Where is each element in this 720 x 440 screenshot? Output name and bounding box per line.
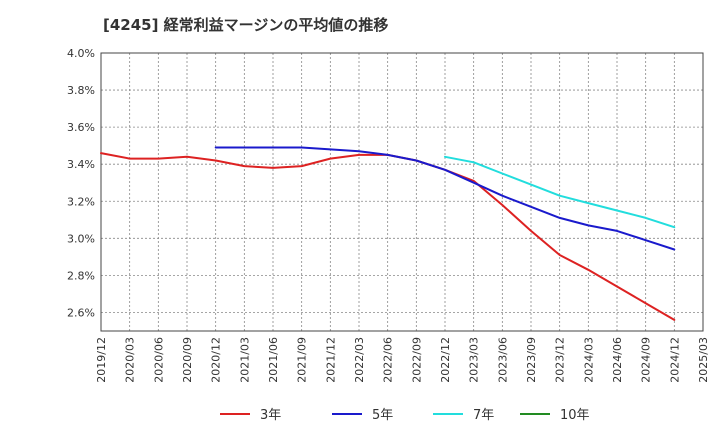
x-tick-label: 2022/03: [353, 337, 366, 383]
x-tick-label: 2023/09: [525, 337, 538, 383]
x-tick-label: 2021/06: [267, 337, 280, 383]
x-tick-label: 2024/09: [640, 337, 653, 383]
x-tick-label: 2022/06: [382, 337, 395, 383]
series-line-5年: [214, 146, 676, 251]
y-tick-label: 3.4%: [67, 158, 95, 171]
x-tick-label: 2023/03: [468, 337, 481, 383]
x-tick-label: 2023/12: [554, 337, 567, 383]
x-tick-label: 2024/06: [611, 337, 624, 383]
y-tick-label: 2.6%: [67, 306, 95, 319]
plot-frame: [100, 52, 704, 332]
y-tick-label: 3.8%: [67, 84, 95, 97]
x-tick-label: 2020/12: [210, 337, 223, 383]
legend-label: 3年: [260, 408, 281, 423]
x-tick-label: 2021/09: [296, 337, 309, 383]
y-tick-label: 3.0%: [67, 232, 95, 245]
y-tick-label: 3.2%: [67, 195, 95, 208]
plot-area: [101, 53, 703, 331]
x-tick-label: 2021/03: [238, 337, 251, 383]
legend-label: 10年: [560, 408, 590, 423]
x-tick-label: 2020/06: [152, 337, 165, 383]
x-tick-label: 2019/12: [95, 337, 108, 383]
y-tick-label: 2.8%: [67, 269, 95, 282]
legend-label: 5年: [372, 408, 393, 423]
series-line-7年: [444, 155, 676, 229]
x-tick-label: 2022/09: [410, 337, 423, 383]
y-tick-label: 3.6%: [67, 121, 95, 134]
x-tick-label: 2025/03: [697, 337, 710, 383]
chart-title: [4245] 経常利益マージンの平均値の推移: [103, 16, 389, 34]
x-tick-label: 2020/09: [181, 337, 194, 383]
y-tick-label: 4.0%: [67, 47, 95, 60]
legend-label: 7年: [473, 408, 494, 423]
x-tick-label: 2021/12: [324, 337, 337, 383]
x-tick-label: 2022/12: [439, 337, 452, 383]
x-tick-label: 2023/06: [496, 337, 509, 383]
x-tick-label: 2020/03: [124, 337, 137, 383]
x-tick-label: 2024/12: [668, 337, 681, 383]
x-tick-label: 2024/03: [582, 337, 595, 383]
